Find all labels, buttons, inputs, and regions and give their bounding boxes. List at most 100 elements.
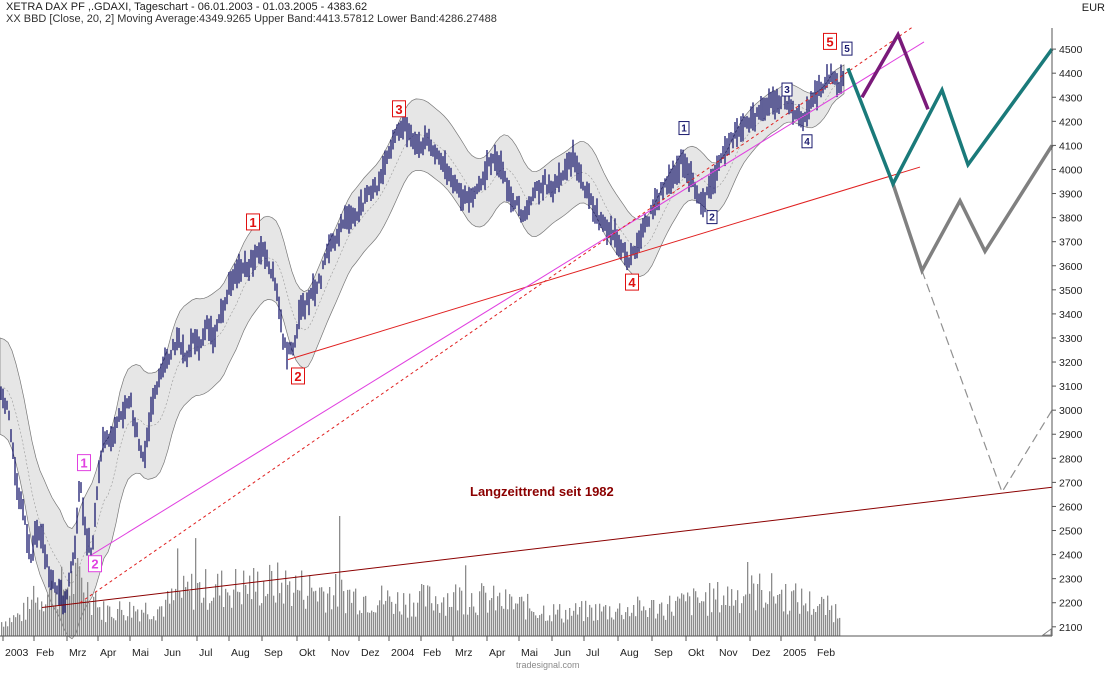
- support-line: [91, 41, 925, 556]
- volume-bar: [397, 592, 399, 636]
- volume-bar: [35, 602, 37, 636]
- volume-bar: [627, 607, 629, 636]
- volume-bar: [323, 591, 325, 636]
- volume-bar: [15, 617, 17, 636]
- volume-bar: [49, 588, 51, 636]
- volume-bar: [781, 589, 783, 636]
- volume-bar: [611, 617, 613, 636]
- volume-bar: [113, 618, 115, 636]
- volume-bar: [659, 603, 661, 636]
- volume-bar: [221, 570, 223, 636]
- volume-bar: [227, 592, 229, 636]
- volume-bar: [635, 616, 637, 636]
- volume-bar: [257, 571, 259, 636]
- volume-bar: [127, 616, 129, 636]
- volume-bar: [135, 611, 137, 636]
- x-tick-label: 2003: [5, 647, 29, 659]
- volume-bar: [465, 565, 467, 636]
- volume-bar: [813, 608, 815, 636]
- volume-bar: [727, 586, 729, 636]
- volume-bar: [749, 593, 751, 636]
- volume-bar: [337, 606, 339, 636]
- wave-label: 1: [249, 215, 256, 230]
- volume-bar: [475, 612, 477, 636]
- bollinger-band: [0, 64, 845, 640]
- volume-bar: [671, 611, 673, 636]
- volume-bar: [691, 615, 693, 636]
- volume-bar: [651, 600, 653, 636]
- volume-bar: [383, 604, 385, 636]
- volume-bar: [435, 596, 437, 636]
- volume-bar: [501, 606, 503, 636]
- wave-label: 1: [681, 124, 687, 135]
- volume-bars: [1, 516, 841, 636]
- y-tick-label: 3200: [1059, 357, 1083, 369]
- volume-bar: [425, 606, 427, 636]
- volume-bar: [565, 609, 567, 636]
- volume-bar: [137, 609, 139, 636]
- volume-bar: [587, 617, 589, 636]
- volume-bar: [459, 587, 461, 636]
- volume-bar: [753, 583, 755, 636]
- volume-bar: [829, 610, 831, 636]
- volume-bar: [595, 604, 597, 636]
- volume-bar: [719, 612, 721, 636]
- volume-bar: [535, 615, 537, 636]
- x-tick-label: Aug: [231, 647, 250, 659]
- volume-bar: [833, 622, 835, 636]
- volume-bar: [683, 594, 685, 636]
- volume-bar: [241, 604, 243, 636]
- volume-bar: [541, 613, 543, 636]
- volume-bar: [179, 591, 181, 636]
- volume-bar: [43, 611, 45, 636]
- volume-bar: [111, 616, 113, 636]
- volume-bar: [767, 604, 769, 636]
- x-tick-label: Okt: [299, 647, 315, 659]
- volume-bar: [617, 608, 619, 636]
- volume-bar: [191, 573, 193, 636]
- volume-bar: [31, 599, 33, 636]
- wave-label-box: [291, 367, 305, 385]
- volume-bar: [329, 587, 331, 636]
- volume-bar: [747, 562, 749, 636]
- volume-bar: [649, 607, 651, 636]
- volume-bar: [751, 575, 753, 636]
- volume-bar: [477, 615, 479, 636]
- volume-bar: [201, 602, 203, 636]
- volume-bar: [609, 606, 611, 636]
- y-tick-label: 3500: [1059, 285, 1083, 297]
- volume-bar: [463, 614, 465, 636]
- volume-bar: [247, 593, 249, 636]
- volume-bar: [423, 585, 425, 636]
- volume-bar: [533, 612, 535, 636]
- volume-bar: [129, 601, 131, 636]
- indicator-legend: XX BBD [Close, 20, 2] Moving Average:434…: [6, 13, 497, 25]
- volume-bar: [29, 609, 31, 636]
- volume-bar: [237, 591, 239, 636]
- volume-bar: [775, 603, 777, 636]
- volume-bar: [721, 605, 723, 636]
- volume-bar: [819, 604, 821, 636]
- volume-bar: [805, 603, 807, 636]
- volume-bar: [543, 605, 545, 636]
- volume-bar: [115, 620, 117, 636]
- volume-bar: [261, 603, 263, 636]
- volume-bar: [681, 593, 683, 636]
- volume-bar: [369, 612, 371, 636]
- volume-bar: [797, 602, 799, 636]
- volume-bar: [621, 614, 623, 636]
- x-tick-label: Jul: [199, 647, 212, 659]
- wave-label: 2: [709, 213, 715, 224]
- volume-bar: [143, 612, 145, 636]
- volume-bar: [449, 607, 451, 636]
- volume-bar: [647, 617, 649, 636]
- volume-bar: [351, 602, 353, 636]
- volume-bar: [167, 591, 169, 636]
- forecast-dashed-path: [921, 270, 1053, 494]
- volume-bar: [795, 583, 797, 636]
- volume-bar: [473, 606, 475, 636]
- x-tick-label: Apr: [489, 647, 506, 659]
- volume-bar: [579, 607, 581, 636]
- volume-bar: [417, 602, 419, 636]
- volume-bar: [327, 593, 329, 636]
